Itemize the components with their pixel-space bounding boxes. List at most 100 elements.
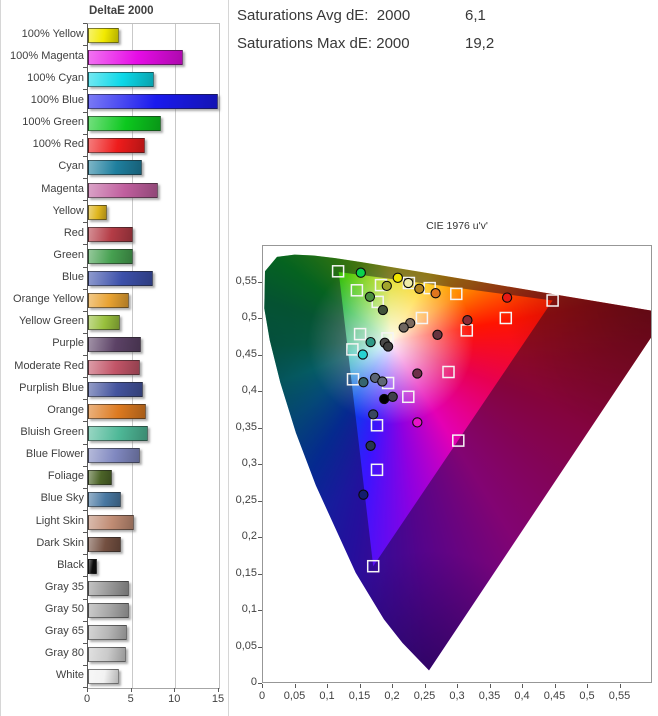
cie-x-axis-tick: [392, 684, 393, 688]
target-square-marker: [442, 365, 455, 379]
cie-x-axis-tick-label: 0,25: [413, 690, 436, 702]
measured-point-marker: [414, 283, 425, 294]
target-square-marker: [366, 559, 380, 573]
category-axis-tick: [83, 377, 87, 379]
bar: [88, 669, 120, 685]
target-square-marker: [350, 284, 364, 297]
bar: [88, 71, 155, 87]
category-axis-tick: [83, 200, 87, 202]
target-square-marker: [346, 343, 359, 356]
category-axis-tick: [83, 620, 87, 622]
cie-x-axis-tick: [522, 684, 523, 688]
target-square-marker: [381, 376, 395, 390]
cie-x-axis-tick-label: 0,05: [283, 690, 306, 702]
bar-label: Purplish Blue: [19, 381, 84, 394]
bar-chart-title: DeltaE 2000: [89, 5, 154, 17]
bar: [88, 94, 218, 109]
category-axis-tick: [83, 664, 87, 666]
cie-plot-border: [262, 245, 652, 683]
chart-frame-right-border: [228, 0, 229, 716]
bar: [88, 116, 162, 132]
cie-x-axis-tick: [489, 684, 491, 688]
bar: [88, 470, 112, 486]
bar-label: 100% Green: [22, 116, 84, 129]
category-axis-tick: [83, 177, 87, 179]
category-axis-tick: [83, 642, 87, 644]
bar-label: 100% Cyan: [27, 71, 84, 84]
cie-y-axis-tick: [258, 281, 262, 283]
bar: [88, 293, 129, 309]
category-axis-tick: [83, 399, 87, 401]
bar-label: Yellow: [52, 204, 84, 217]
bar: [88, 138, 145, 154]
bar: [88, 536, 122, 552]
cie-y-axis-tick: [258, 683, 262, 684]
target-square-marker: [353, 327, 367, 341]
measured-point-marker: [381, 280, 392, 292]
measured-point-marker: [379, 393, 390, 405]
bar-label: Dark Skin: [36, 536, 84, 549]
category-axis-tick: [83, 111, 87, 113]
bar: [88, 625, 128, 641]
measured-point-marker: [501, 292, 513, 303]
bar: [88, 492, 122, 508]
target-square-marker: [546, 294, 559, 307]
measured-point-marker: [368, 409, 379, 420]
bar-label: Foliage: [47, 470, 84, 483]
measured-point-marker: [365, 440, 376, 451]
measured-point-marker: [432, 329, 443, 340]
cie-y-axis-tick: [258, 391, 262, 392]
cie-y-axis-tick: [258, 646, 262, 648]
cie-overlay: [262, 245, 652, 683]
bar-label: Red: [63, 226, 84, 239]
measured-point-marker: [387, 391, 398, 402]
cie-x-axis-tick-label: 0,4: [514, 690, 530, 702]
cie-y-axis-tick: [258, 500, 262, 502]
bar-label: Blue Flower: [25, 448, 84, 461]
bar-label: Blue: [61, 271, 84, 283]
target-square-marker: [415, 311, 429, 325]
measured-point-marker: [382, 341, 394, 352]
cie-x-axis-tick: [359, 684, 361, 688]
cie-title: CIE 1976 u'v': [426, 220, 488, 232]
category-axis-tick: [83, 532, 87, 534]
target-square-marker: [374, 278, 388, 292]
target-square-marker: [331, 265, 345, 278]
measured-point-marker: [365, 336, 376, 348]
bar: [88, 226, 134, 242]
measured-point-marker: [430, 288, 441, 299]
cie-x-axis-tick: [294, 684, 296, 688]
bar: [88, 182, 158, 198]
saturations-avg-row: Saturations Avg dE: 2000 6,1: [237, 7, 657, 35]
bar-label: Cyan: [58, 160, 84, 173]
target-square-marker: [499, 311, 513, 325]
category-axis-tick: [83, 355, 87, 356]
target-square-marker: [370, 419, 384, 432]
category-axis-tick: [83, 67, 87, 69]
cie-y-axis-tick: [258, 427, 262, 429]
bar: [88, 426, 149, 441]
cie-x-axis-tick-label: 0,3: [449, 690, 465, 702]
bar-label: Gray 35: [44, 580, 84, 593]
bar: [88, 204, 108, 220]
category-axis-tick: [83, 576, 87, 578]
cie-x-axis-tick: [327, 684, 328, 688]
category-axis-tick: [83, 23, 87, 24]
target-square-marker: [402, 276, 416, 290]
cie-y-axis-tick: [258, 354, 262, 356]
x-axis-tick-label: 10: [168, 693, 181, 705]
category-axis-tick: [83, 133, 87, 135]
x-axis-tick-label: 5: [127, 693, 134, 705]
saturations-avg-value: 6,1: [465, 7, 486, 24]
bar: [88, 315, 121, 331]
category-axis-tick: [83, 598, 87, 600]
target-square-marker: [423, 281, 436, 295]
measured-point-marker: [358, 489, 369, 500]
category-axis-tick: [83, 244, 87, 246]
measured-point-marker: [412, 417, 423, 428]
target-square-marker: [452, 434, 465, 447]
category-axis-tick: [83, 266, 87, 268]
category-axis-tick: [83, 687, 87, 688]
category-axis-tick: [83, 443, 87, 445]
chart-frame-left-border: [0, 0, 1, 716]
